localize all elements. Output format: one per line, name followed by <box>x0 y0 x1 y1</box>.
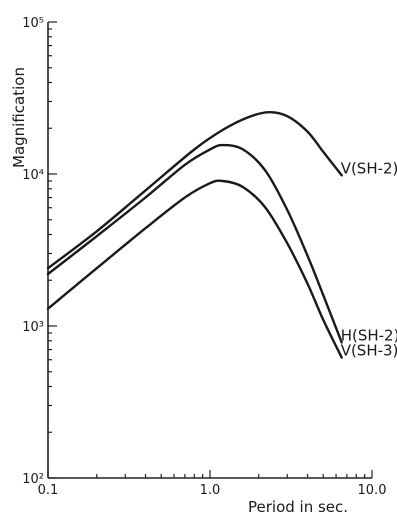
series-line-2 <box>46 179 343 359</box>
series-label-1: H(SH-2) <box>341 326 397 344</box>
y-ticks: 10² 10³ 10⁴ 10⁵ <box>22 16 57 487</box>
x-tick-label: 0.1 <box>38 483 59 498</box>
x-axis-label: Period in sec. <box>248 498 348 516</box>
y-tick-label: 10³ <box>22 320 44 335</box>
series-line-0 <box>46 110 343 270</box>
series-label-0: V(SH-2) <box>341 159 397 177</box>
y-tick-label: 10⁴ <box>22 168 44 183</box>
axes <box>47 22 372 479</box>
series-line-1 <box>46 143 343 344</box>
x-tick-label: 10.0 <box>358 483 387 498</box>
y-tick-label: 10² <box>22 472 44 487</box>
y-axis-label: Magnification <box>10 67 28 168</box>
x-ticks: 0.1 1.0 10.0 <box>38 470 387 498</box>
series-label-2: V(SH-3) <box>341 342 397 360</box>
series-labels: V(SH-2) H(SH-2)V(SH-3) <box>341 159 397 359</box>
series-lines <box>46 110 343 359</box>
x-tick-label: 1.0 <box>200 483 221 498</box>
y-tick-label: 10⁵ <box>22 16 44 31</box>
